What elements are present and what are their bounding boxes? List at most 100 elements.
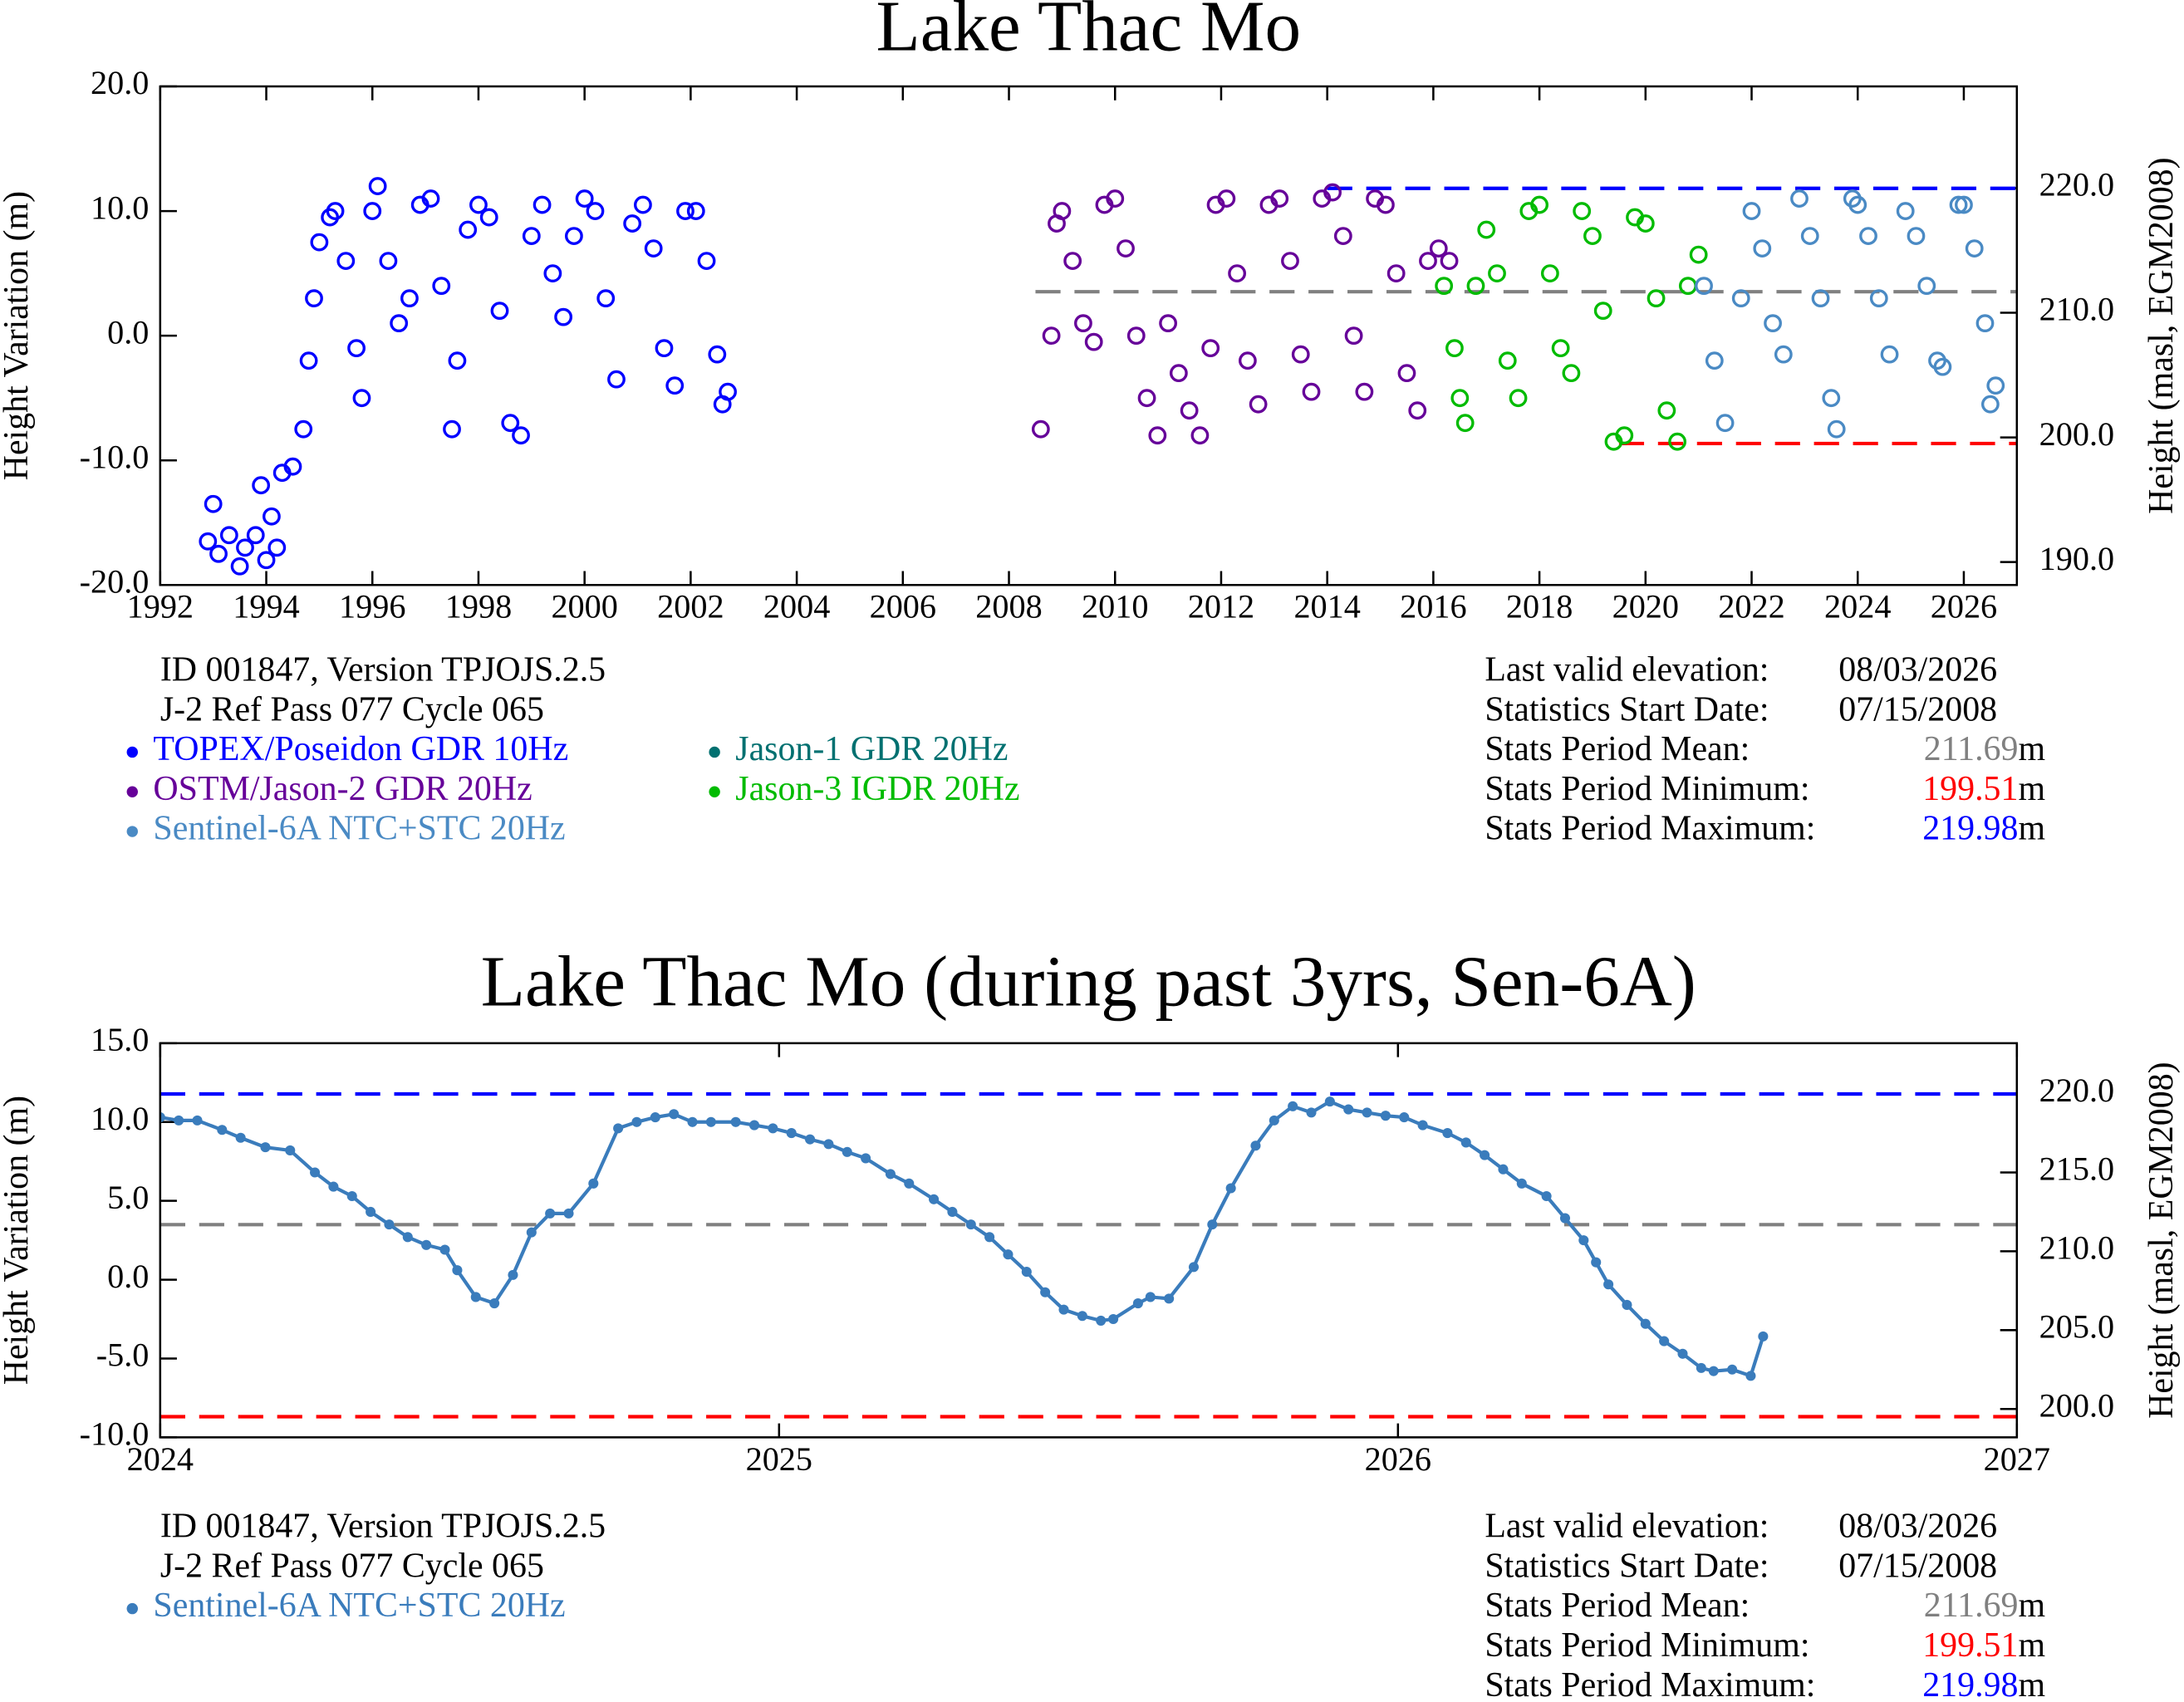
- data-point: [1302, 382, 1321, 401]
- data-point: [1225, 1183, 1236, 1194]
- data-point: [768, 1123, 778, 1134]
- data-point: [1386, 264, 1406, 283]
- x-tick-label: 2018: [1506, 588, 1573, 625]
- data-point: [1657, 401, 1676, 420]
- data-point: [1164, 1293, 1175, 1304]
- data-point: [1096, 1315, 1107, 1326]
- data-point: [1822, 389, 1841, 408]
- stat-unit: m: [2018, 1626, 2045, 1665]
- data-point: [1562, 364, 1581, 383]
- data-point: [310, 233, 329, 252]
- legend-label: TOPEX/Poseidon GDR 10Hz: [153, 730, 568, 768]
- data-point: [402, 1232, 413, 1243]
- data-point: [1593, 302, 1612, 321]
- data-point: [1745, 1371, 1756, 1381]
- data-point: [1435, 277, 1454, 296]
- data-point: [1708, 1366, 1719, 1376]
- data-point: [421, 1239, 432, 1250]
- info-id: ID 001847, Version TPJOJS.2.5: [160, 651, 606, 689]
- data-point: [1031, 419, 1050, 439]
- data-point: [299, 351, 318, 370]
- data-point: [1084, 332, 1103, 351]
- y2-axis-label: Height (masl, EGM2008): [2142, 157, 2181, 513]
- x-tick-label: 2024: [127, 1440, 194, 1478]
- data-point: [1190, 426, 1210, 445]
- y2-tick-label: 200.0: [2039, 415, 2115, 453]
- data-point: [644, 239, 663, 258]
- data-point: [508, 1269, 518, 1280]
- chart-title: Lake Thac Mo: [876, 0, 1302, 66]
- data-point: [1343, 1104, 1354, 1115]
- data-point: [390, 314, 409, 333]
- data-point: [1622, 1299, 1632, 1310]
- data-point: [1986, 376, 2005, 395]
- data-point: [219, 526, 238, 545]
- data-point: [1238, 351, 1257, 370]
- y-tick-label: -20.0: [80, 562, 150, 600]
- x-tick-label: 2004: [763, 588, 830, 625]
- data-point: [676, 202, 694, 220]
- data-point: [786, 1128, 797, 1139]
- legend-label: Jason-1 GDR 20Hz: [735, 730, 1008, 768]
- stat-value: 219.98: [1922, 810, 2018, 848]
- data-point: [1742, 202, 1761, 220]
- x-tick-label: 2016: [1400, 588, 1466, 625]
- data-point: [1659, 1336, 1670, 1346]
- data-point: [1053, 202, 1072, 220]
- stat-unit: m: [2018, 1666, 2045, 1702]
- data-point: [1603, 1279, 1614, 1290]
- data-point: [1450, 389, 1470, 408]
- y2-tick-label: 210.0: [2039, 1229, 2115, 1267]
- stat-label: Statistics Start Date:: [1485, 690, 1769, 728]
- data-point: [366, 1206, 376, 1217]
- data-point: [1647, 289, 1666, 308]
- data-point: [686, 202, 705, 220]
- y-axis-label: Height Variation (m): [0, 191, 36, 480]
- info-pass: J-2 Ref Pass 077 Cycle 065: [160, 1547, 544, 1585]
- data-point: [665, 376, 685, 395]
- data-point: [1249, 395, 1268, 414]
- data-point: [347, 339, 366, 358]
- legend-label: Jason-3 IGDR 20Hz: [735, 770, 1019, 808]
- y-tick-label: -10.0: [80, 1415, 150, 1453]
- data-point: [489, 1298, 500, 1309]
- legend-marker: [126, 746, 138, 758]
- data-point: [823, 1139, 834, 1150]
- x-tick-label: 2026: [1931, 588, 1997, 625]
- data-point: [1917, 277, 1936, 296]
- data-point: [352, 389, 371, 408]
- data-point: [1705, 351, 1724, 370]
- data-point: [1955, 195, 1973, 214]
- data-point: [1848, 195, 1867, 214]
- data-point: [1169, 364, 1188, 383]
- data-point: [1108, 1313, 1119, 1325]
- data-point: [1907, 227, 1926, 245]
- plot-frame: [159, 85, 2019, 586]
- y2-axis-label: Height (masl, EGM2008): [2142, 1062, 2181, 1418]
- data-point: [1800, 227, 1819, 245]
- data-point: [1306, 1107, 1317, 1118]
- data-point: [1530, 195, 1548, 214]
- y2-tick-label: 205.0: [2039, 1308, 2115, 1346]
- data-point: [1077, 1311, 1087, 1322]
- data-point: [1498, 1164, 1509, 1175]
- data-point: [655, 339, 674, 358]
- stat-value: 199.51: [1922, 1626, 2018, 1665]
- data-point: [1636, 214, 1655, 233]
- data-point: [174, 1115, 184, 1126]
- data-point: [1689, 245, 1708, 264]
- data-point: [459, 220, 478, 239]
- data-point: [533, 195, 552, 214]
- legend-label: Sentinel-6A NTC+STC 20Hz: [153, 810, 565, 848]
- legend-marker: [126, 1602, 138, 1615]
- data-point: [310, 1167, 321, 1178]
- x-tick-label: 2002: [657, 588, 724, 625]
- data-point: [1727, 1364, 1738, 1375]
- data-point: [267, 538, 287, 557]
- x-tick-label: 2014: [1293, 588, 1360, 625]
- data-point: [285, 1145, 296, 1155]
- data-point: [230, 557, 249, 576]
- data-point: [526, 1227, 537, 1238]
